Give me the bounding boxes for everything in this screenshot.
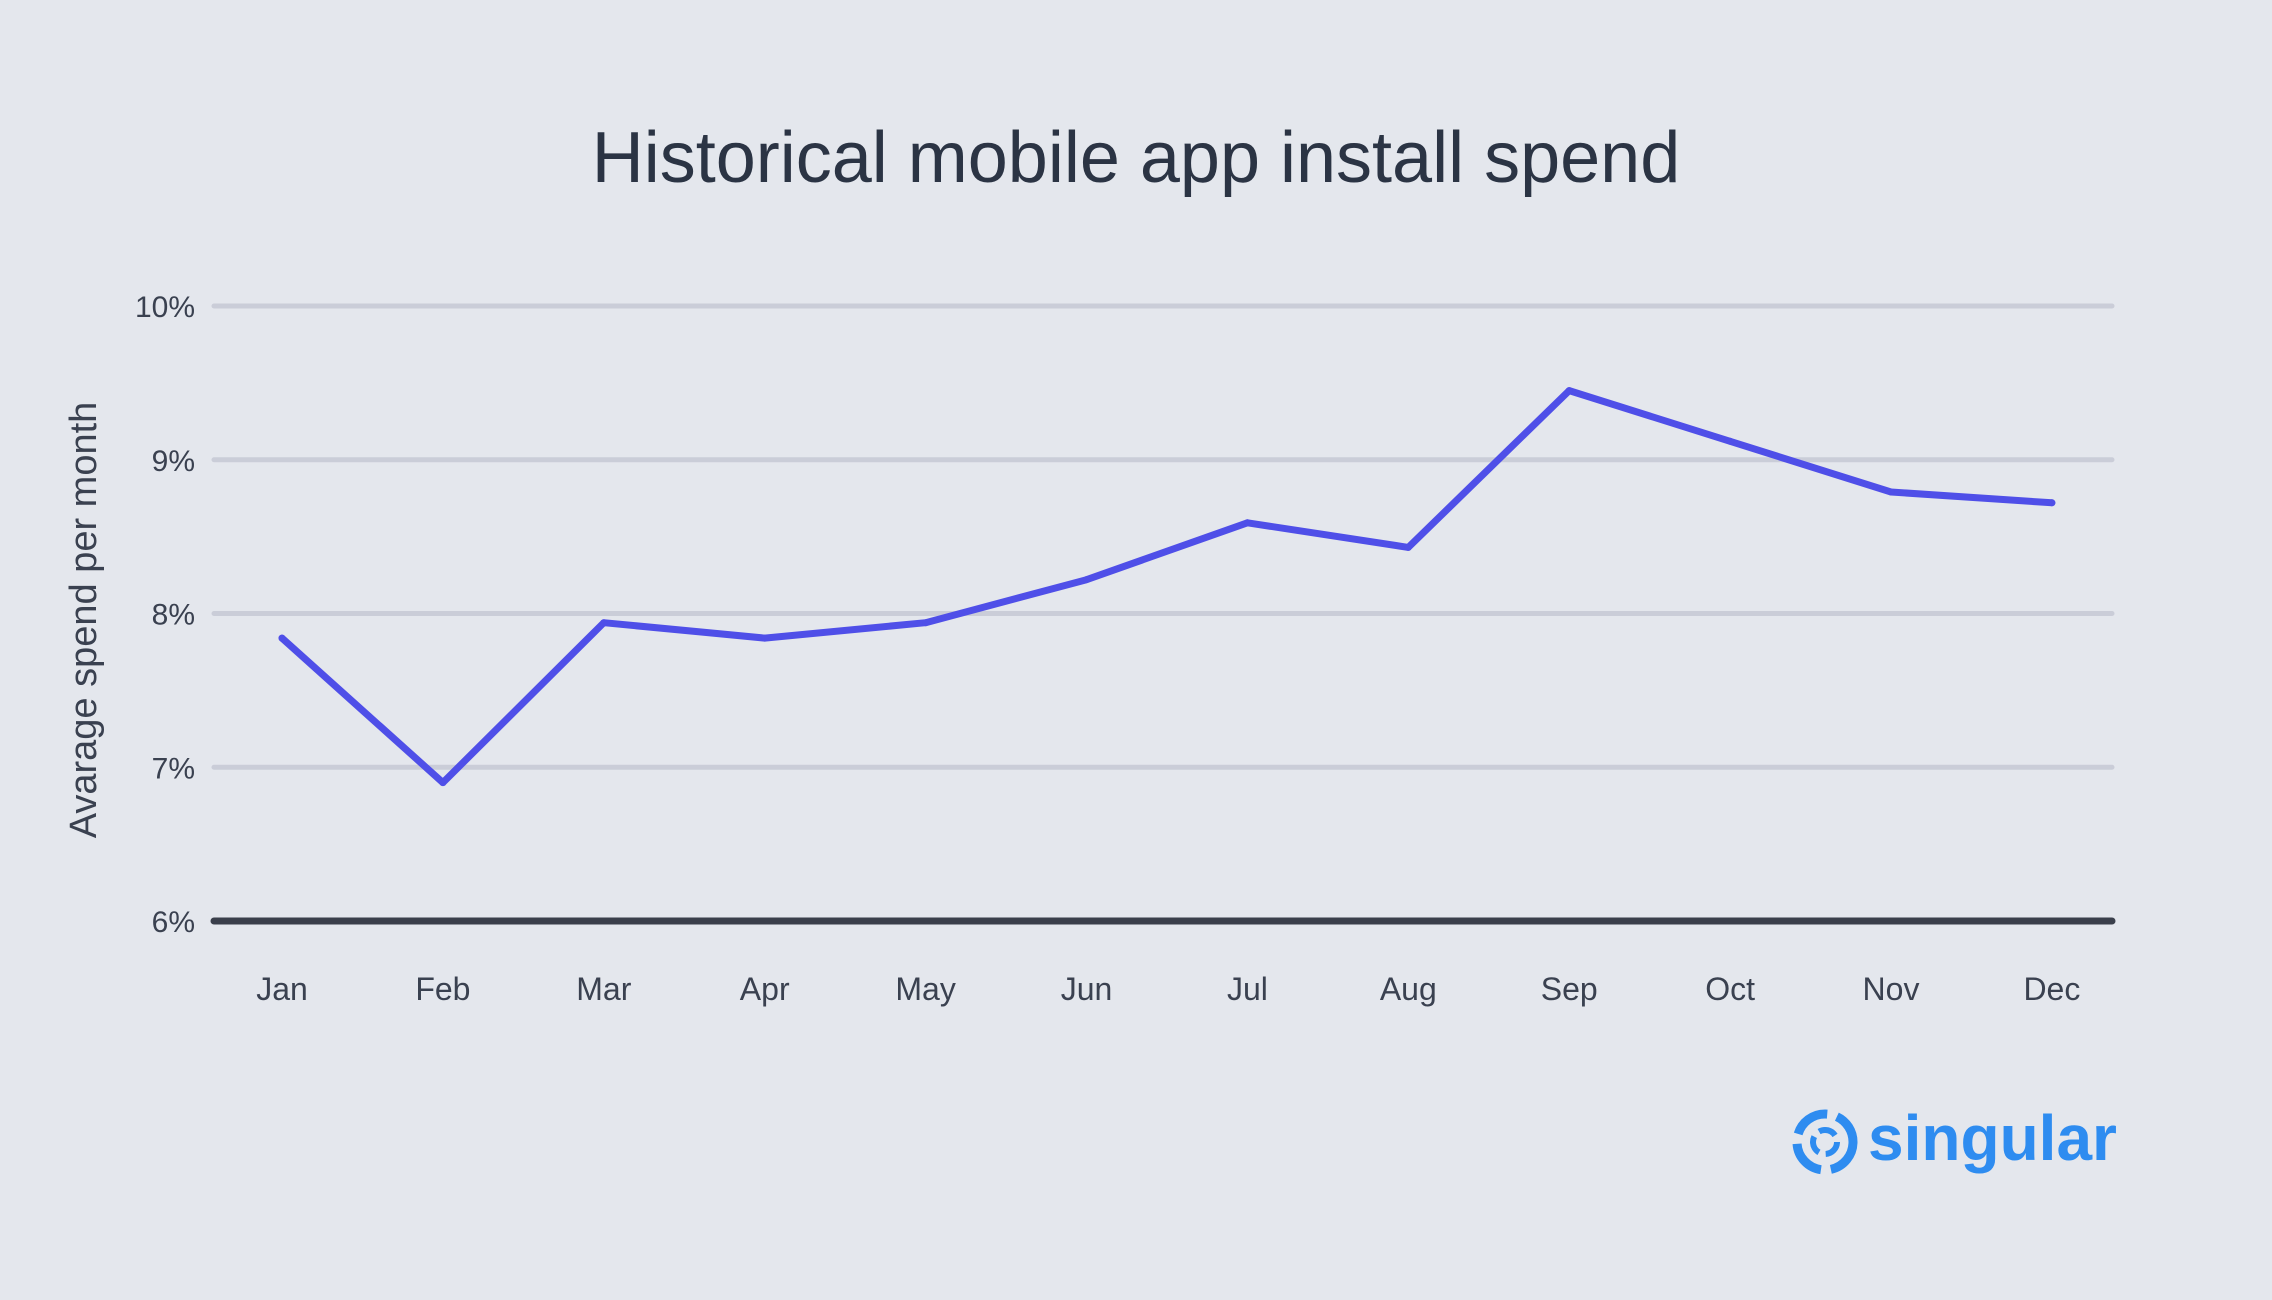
data-point xyxy=(439,779,447,787)
x-tick-label: Jun xyxy=(1061,971,1113,1007)
series-line xyxy=(278,387,2056,787)
singular-swirl-icon xyxy=(1792,1109,1858,1175)
x-tick-label: Aug xyxy=(1380,971,1437,1007)
data-point xyxy=(1565,387,1573,395)
x-tick-label: Apr xyxy=(740,971,790,1007)
x-tick-label: Dec xyxy=(2023,971,2080,1007)
data-point xyxy=(2048,499,2056,507)
brand-name: singular xyxy=(1868,1102,2117,1174)
chart-title: Historical mobile app install spend xyxy=(592,118,1681,198)
y-tick-labels: 10% 9% 8% 7% 6% xyxy=(135,291,195,939)
data-point xyxy=(1083,576,1090,584)
y-tick-label: 7% xyxy=(152,752,195,785)
brand-logo: singular xyxy=(1792,1102,2117,1175)
data-point xyxy=(1404,543,1412,551)
series-layer xyxy=(278,387,2056,787)
x-tick-label: Oct xyxy=(1705,971,1755,1007)
x-tick-label: Jul xyxy=(1227,971,1268,1007)
y-tick-label: 8% xyxy=(152,599,195,632)
x-tick-label: Jan xyxy=(256,971,308,1007)
x-tick-label: Mar xyxy=(576,971,631,1007)
y-axis-label: Avarage spend per month xyxy=(63,402,105,839)
data-point xyxy=(922,619,930,627)
y-axis-label-group: Avarage spend per month xyxy=(63,402,105,839)
x-tick-label: Sep xyxy=(1541,971,1598,1007)
y-tick-label: 6% xyxy=(152,906,195,939)
x-tick-labels: Jan Feb Mar Apr May Jun Jul Aug Sep Oct Nov Dec xyxy=(256,971,2080,1007)
data-point xyxy=(1243,519,1251,527)
y-tick-label: 9% xyxy=(152,445,195,478)
data-point xyxy=(600,619,608,627)
data-point xyxy=(1726,437,1734,445)
grid-lines xyxy=(210,303,2116,925)
data-point xyxy=(278,634,286,642)
data-point xyxy=(761,634,769,642)
data-point xyxy=(1887,488,1895,496)
y-tick-label: 10% xyxy=(135,291,195,324)
x-tick-label: Nov xyxy=(1863,971,1920,1007)
x-tick-label: Feb xyxy=(415,971,470,1007)
x-tick-label: May xyxy=(895,971,955,1007)
